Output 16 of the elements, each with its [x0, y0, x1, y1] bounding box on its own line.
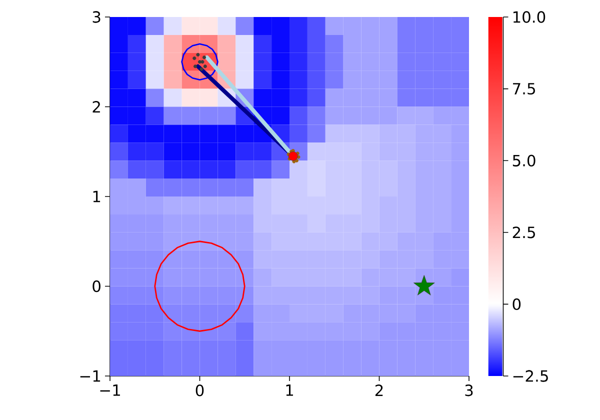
x-tick-label: −1: [100, 384, 120, 396]
color-bar-label: −2.5: [513, 370, 548, 382]
y-tick-label: 2: [92, 101, 100, 112]
y-tick-label: −1: [80, 370, 100, 382]
x-tick-label: 2: [375, 384, 383, 396]
x-tick-label: 0: [196, 384, 204, 396]
color-bar-label: 10.0: [513, 11, 546, 23]
y-tick-label: 3: [92, 11, 100, 23]
y-tick-label: 1: [93, 190, 100, 202]
y-tick-label: 0: [92, 280, 100, 292]
color-bar-label: 5.0: [512, 154, 536, 166]
color-bar-label: 2.5: [512, 226, 535, 238]
color-bar-label: 0: [512, 298, 521, 310]
color-bar-label: 7.5: [513, 83, 535, 95]
x-tick-label: 1: [286, 384, 293, 396]
x-tick-label: 3: [465, 384, 473, 396]
